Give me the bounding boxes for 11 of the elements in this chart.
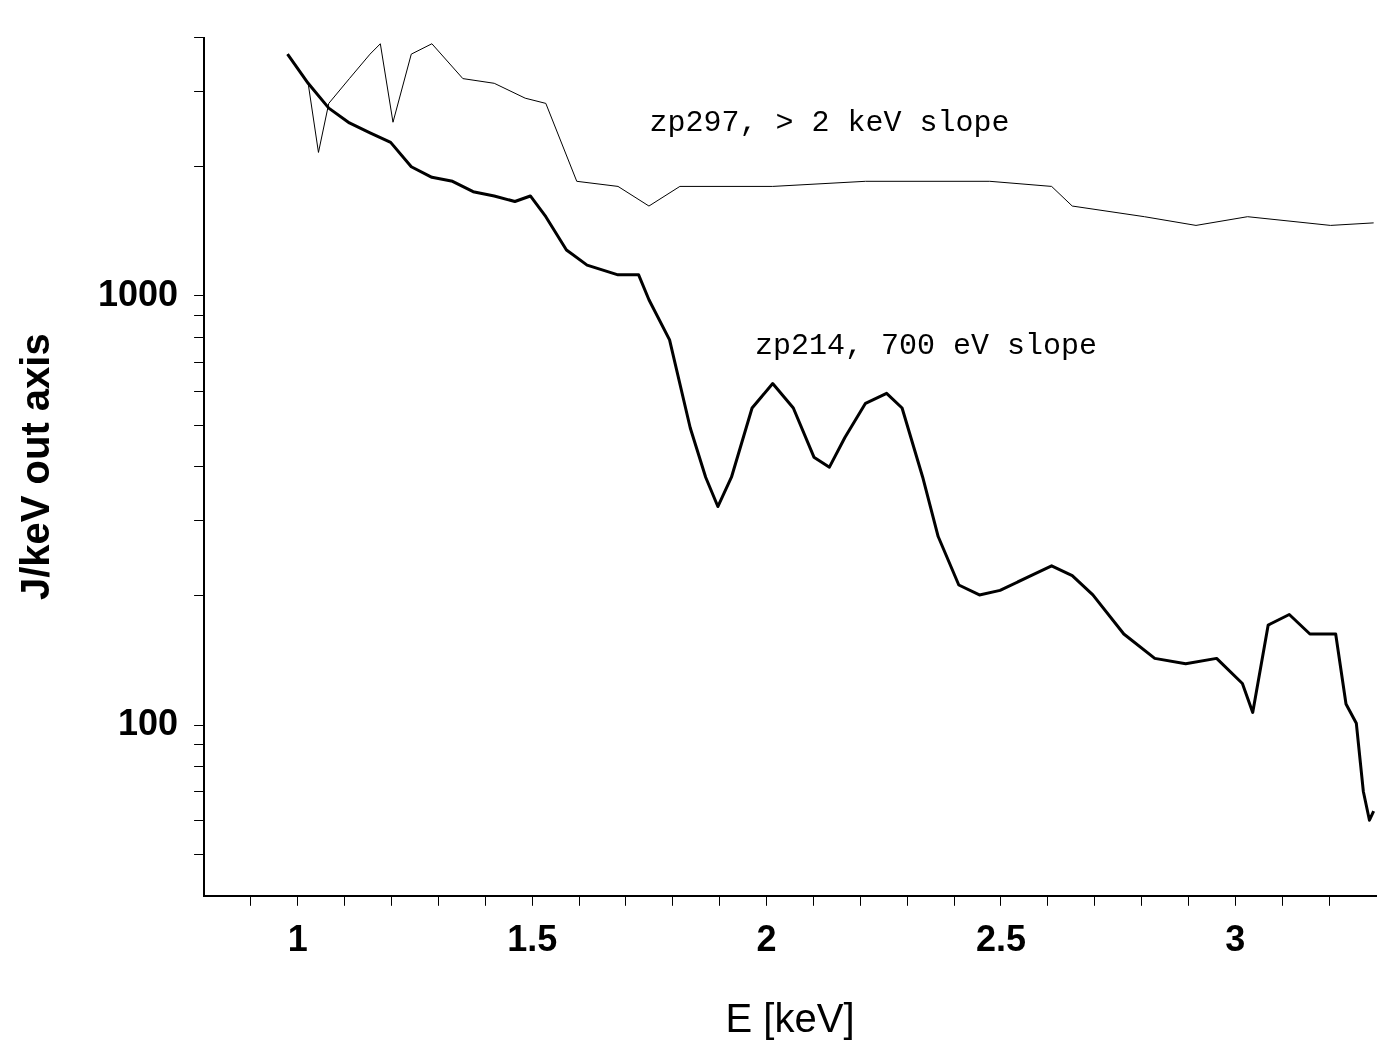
annotation: zp214, 700 eV slope [754, 329, 1097, 364]
y-axis-title: J/keV out axis [13, 333, 58, 601]
x-tick-label: 2.5 [975, 918, 1027, 960]
y-tick-label: 100 [118, 701, 179, 743]
annotation: zp297, > 2 keV slope [649, 106, 1010, 141]
x-tick-label: 1 [287, 918, 308, 960]
x-tick-label: 3 [1225, 918, 1246, 960]
x-axis-title: E [keV] [725, 996, 855, 1041]
x-tick-label: 1.5 [507, 918, 558, 960]
y-tick-label: 1000 [97, 272, 179, 314]
x-tick-label: 2 [756, 918, 777, 960]
